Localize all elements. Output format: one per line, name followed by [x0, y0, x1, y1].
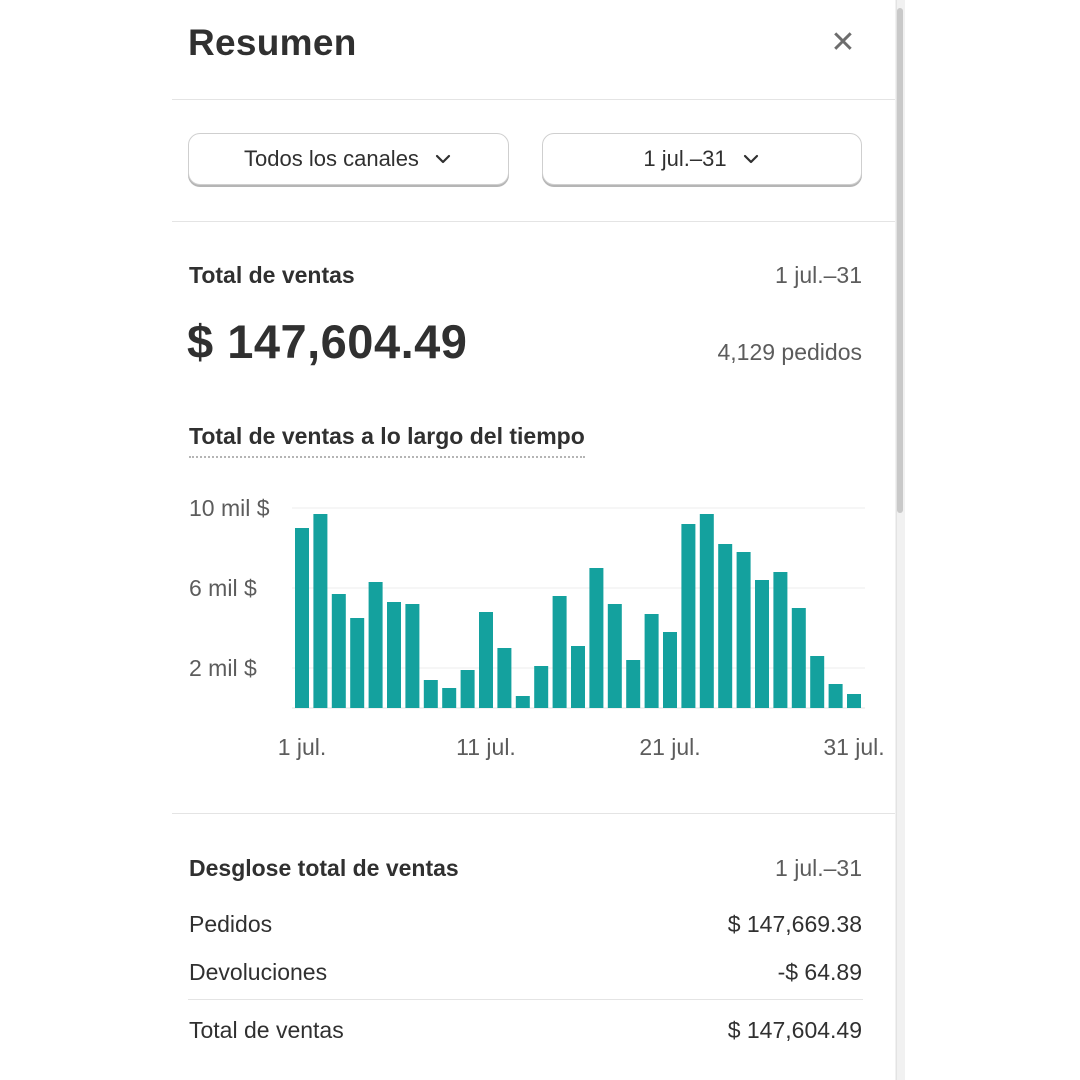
- chart-bar[interactable]: [847, 694, 861, 708]
- filters-divider: [172, 221, 895, 222]
- chart-bar[interactable]: [699, 514, 714, 708]
- chart-bar[interactable]: [626, 660, 641, 708]
- chart-bar[interactable]: [368, 582, 383, 708]
- breakdown-row-value: $ 147,669.38: [727, 911, 862, 937]
- chart-bar[interactable]: [552, 596, 567, 708]
- x-tick-label: 31 jul.: [823, 734, 884, 760]
- total-sales-period: 1 jul.–31: [775, 262, 862, 288]
- total-sales-label: Total de ventas: [189, 262, 355, 288]
- y-tick-label: 2 mil $: [189, 655, 257, 681]
- breakdown-divider: [188, 999, 863, 1000]
- chart-bar[interactable]: [442, 688, 457, 708]
- chart-bar[interactable]: [663, 632, 677, 708]
- breakdown-row-label: Pedidos: [189, 911, 273, 937]
- total-sales-amount: $ 147,604.49: [187, 315, 468, 368]
- x-tick-label: 1 jul.: [278, 734, 327, 760]
- x-tick-label: 11 jul.: [456, 734, 516, 760]
- channel-select-label: Todos los canales: [244, 146, 419, 171]
- breakdown-period: 1 jul.–31: [775, 855, 862, 881]
- chart-bar[interactable]: [331, 594, 346, 708]
- x-tick-label: 21 jul.: [639, 734, 700, 760]
- chart-bar[interactable]: [681, 524, 696, 708]
- chart-bar[interactable]: [497, 648, 512, 708]
- chart-bar[interactable]: [589, 568, 604, 708]
- chart-bar[interactable]: [387, 602, 401, 708]
- breakdown-total-value: $ 147,604.49: [727, 1017, 862, 1043]
- chart-bar[interactable]: [607, 604, 622, 708]
- chart-bar[interactable]: [644, 614, 659, 708]
- chart-bar[interactable]: [460, 670, 475, 708]
- chart-bar[interactable]: [791, 608, 806, 708]
- y-tick-label: 6 mil $: [189, 575, 257, 601]
- breakdown-total-label: Total de ventas: [189, 1017, 344, 1043]
- chart-bar[interactable]: [571, 646, 585, 708]
- chart-bar[interactable]: [515, 696, 530, 708]
- chart-bar[interactable]: [828, 684, 843, 708]
- chart-bar[interactable]: [405, 604, 420, 708]
- chart-bar[interactable]: [479, 612, 493, 708]
- chart-bar[interactable]: [350, 618, 365, 708]
- breakdown-row-label: Devoluciones: [189, 959, 328, 985]
- chevron-down-icon: [435, 154, 451, 164]
- chart-bar[interactable]: [295, 528, 309, 708]
- sales-bar-chart: 10 mil $ 6 mil $ 2 mil $ 1 jul. 11 jul. 21 ju…: [189, 495, 885, 760]
- breakdown-title: Desglose total de ventas: [189, 855, 459, 881]
- chart-bar[interactable]: [773, 572, 788, 708]
- close-icon[interactable]: ✕: [830, 26, 856, 59]
- header-divider: [172, 99, 895, 100]
- chart-bar[interactable]: [736, 552, 751, 708]
- chart-bar[interactable]: [313, 514, 328, 708]
- chart-divider: [172, 813, 895, 814]
- scrollbar[interactable]: [895, 0, 905, 1080]
- chart-bar[interactable]: [718, 544, 733, 708]
- panel-title: Resumen: [188, 22, 357, 63]
- orders-count: 4,129 pedidos: [717, 339, 862, 365]
- date-range-select[interactable]: 1 jul.–31: [542, 133, 862, 185]
- scrollbar-track: [896, 0, 897, 1080]
- chevron-down-icon: [743, 154, 758, 164]
- date-range-select-label: 1 jul.–31: [643, 146, 727, 171]
- chart-title[interactable]: Total de ventas a lo largo del tiempo: [189, 423, 585, 458]
- channel-select[interactable]: Todos los canales: [188, 133, 509, 185]
- scrollbar-thumb[interactable]: [897, 8, 903, 513]
- chart-bar[interactable]: [810, 656, 825, 708]
- breakdown-row-value: -$ 64.89: [777, 959, 862, 985]
- chart-bar[interactable]: [755, 580, 769, 708]
- chart-bar[interactable]: [423, 680, 438, 708]
- y-tick-label: 10 mil $: [189, 495, 270, 521]
- chart-bar[interactable]: [534, 666, 549, 708]
